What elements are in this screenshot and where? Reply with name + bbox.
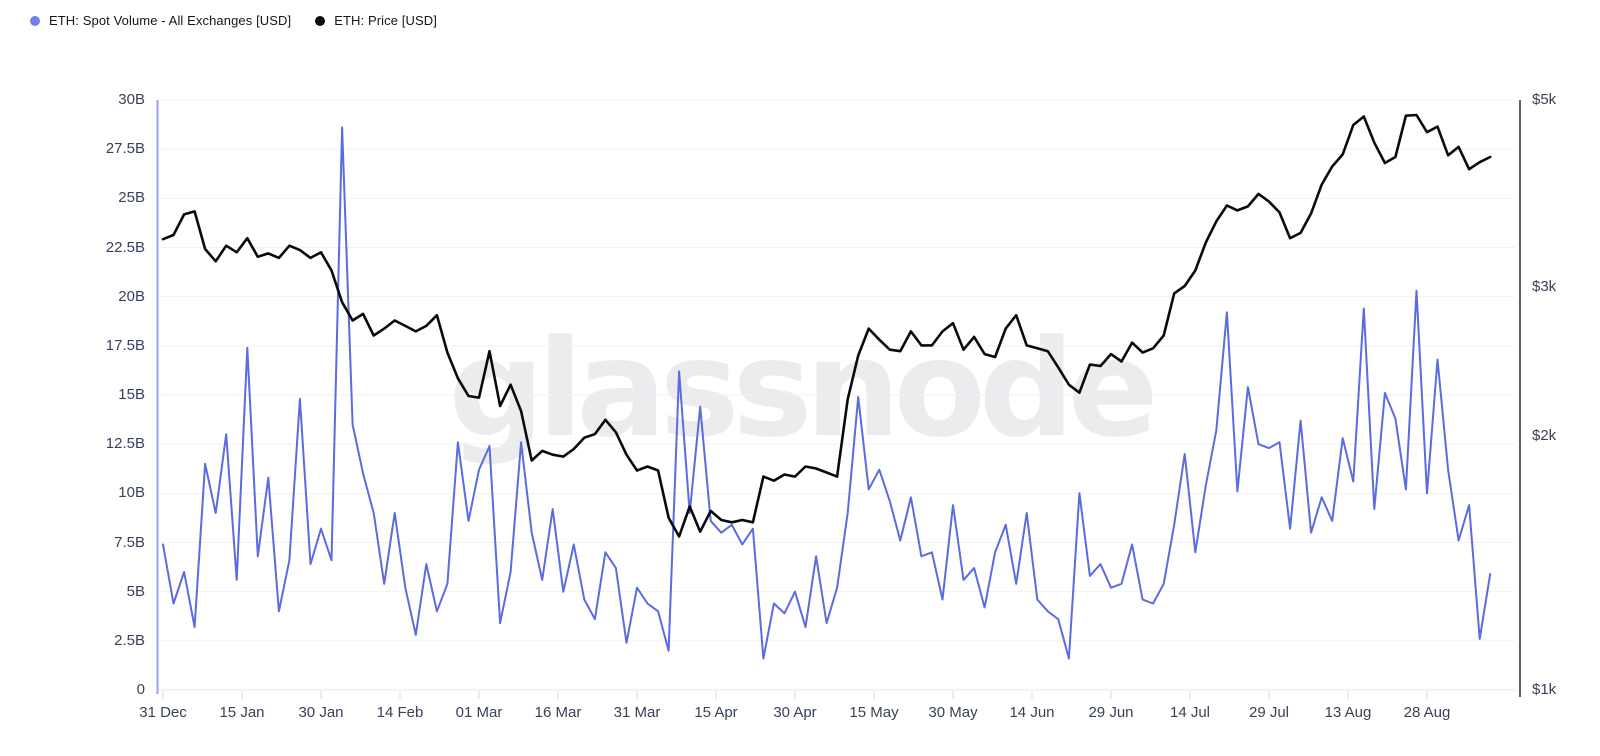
x-axis-tick-label: 14 Feb <box>376 704 424 721</box>
x-axis-tick-label: 29 Jun <box>1088 704 1134 721</box>
x-axis-tick-label: 30 May <box>928 704 978 721</box>
y-axis-left-tick-label: 5B <box>126 582 145 600</box>
y-axis-left-tick-label: 7.5B <box>114 533 145 551</box>
y-axis-left-tick-label: 27.5B <box>105 140 145 158</box>
price-series-dot-icon <box>315 15 326 26</box>
x-axis-tick-label: 15 Apr <box>694 704 738 721</box>
y-axis-left-tick-label: 17.5B <box>105 336 145 354</box>
x-axis-tick-label: 14 Jul <box>1169 704 1211 721</box>
y-axis-right-tick-label: $5k <box>1532 91 1557 108</box>
x-axis-tick-label: 29 Jul <box>1248 704 1290 721</box>
legend: ETH: Spot Volume - All Exchanges [USD] E… <box>30 13 437 28</box>
x-axis-tick-label: 15 May <box>849 704 899 721</box>
y-axis-left-tick-label: 20B <box>118 287 145 305</box>
y-axis-right-tick-label: $3k <box>1532 278 1557 296</box>
x-axis-tick-label: 31 Dec <box>139 704 187 721</box>
y-axis-right-tick-label: $2k <box>1532 426 1557 444</box>
x-axis-tick-label: 30 Apr <box>773 704 817 721</box>
price-series-line <box>161 113 1492 538</box>
y-axis-left-tick-label: 2.5B <box>114 631 145 649</box>
y-axis-left-tick-label: 25B <box>118 189 145 207</box>
volume-series-line <box>162 126 1492 660</box>
volume-series-dot-icon <box>30 15 40 26</box>
y-axis-left-tick-label: 30B <box>118 91 145 108</box>
x-axis-tick-label: 16 Mar <box>534 704 582 721</box>
legend-label-price: ETH: Price [USD] <box>334 13 437 28</box>
x-axis-tick-label: 13 Aug <box>1324 704 1372 721</box>
x-axis-tick-label: 31 Mar <box>613 704 661 721</box>
y-axis-right-tick-label: $1k <box>1532 681 1557 698</box>
legend-item-spot-volume[interactable]: ETH: Spot Volume - All Exchanges [USD] <box>30 13 291 28</box>
x-axis-tick-label: 30 Jan <box>298 704 344 721</box>
x-axis-tick-label: 28 Aug <box>1403 704 1451 721</box>
y-axis-left-tick-label: 15B <box>118 386 145 403</box>
y-axis-left-tick-label: 0 <box>136 681 145 698</box>
x-axis-tick-label: 15 Jan <box>219 704 265 721</box>
x-axis-tick-label: 14 Jun <box>1009 704 1055 721</box>
x-axis-tick-label: 01 Mar <box>455 704 503 721</box>
legend-item-price[interactable]: ETH: Price [USD] <box>315 13 437 28</box>
legend-label-spot-volume: ETH: Spot Volume - All Exchanges [USD] <box>49 13 292 28</box>
y-axis-left-tick-label: 22.5B <box>105 238 145 256</box>
y-axis-left-tick-label: 10B <box>118 484 145 502</box>
y-axis-left-tick-label: 12.5B <box>105 435 145 453</box>
